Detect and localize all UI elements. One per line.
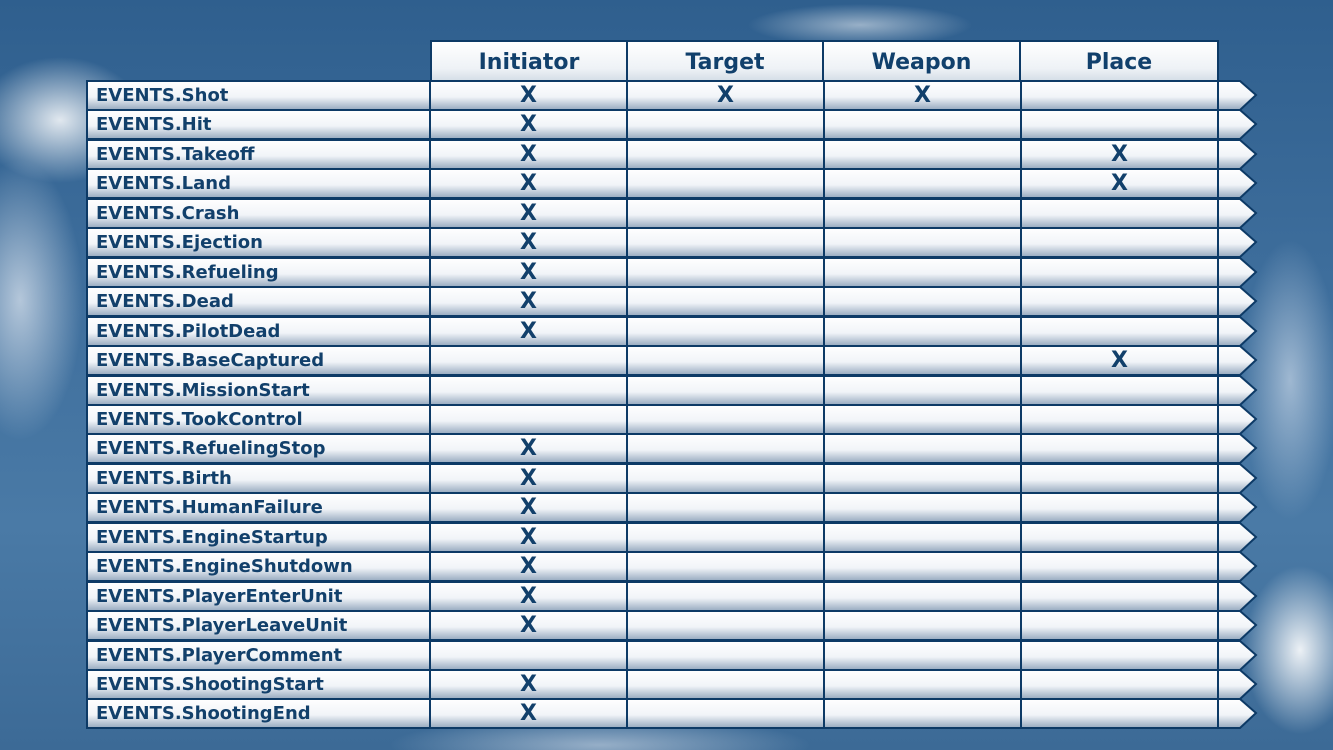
column-header-place: Place (1021, 40, 1219, 80)
event-label: EVENTS.ShootingStart (96, 674, 324, 695)
row-background (86, 433, 1258, 465)
event-label: EVENTS.PlayerLeaveUnit (96, 615, 348, 637)
table-row: EVENTS.PlayerEnterUnit X (86, 580, 1258, 612)
row-background (86, 80, 1258, 111)
table-row: EVENTS.EngineShutdown X (86, 551, 1258, 583)
row-background (86, 286, 1258, 318)
table-row: EVENTS.MissionStart (86, 374, 1258, 406)
event-label: EVENTS.ShootingEnd (96, 703, 311, 725)
table-row: EVENTS.PlayerComment (86, 639, 1258, 671)
table-row: EVENTS.HumanFailure X (86, 492, 1258, 524)
table-row: EVENTS.BaseCaptured X (86, 345, 1258, 377)
table-row: EVENTS.ShootingStart X (86, 669, 1258, 700)
event-label: EVENTS.Ejection (96, 232, 263, 254)
mark-initiator: X (520, 672, 537, 697)
mark-initiator: X (520, 200, 537, 226)
event-label: EVENTS.PlayerEnterUnit (96, 585, 343, 607)
column-header-initiator: Initiator (430, 40, 628, 80)
row-background (86, 580, 1258, 612)
row-background (86, 374, 1258, 406)
row-background (86, 256, 1258, 288)
table-row: EVENTS.Birth X (86, 462, 1258, 494)
table-row: EVENTS.Hit X (86, 109, 1258, 141)
event-label: EVENTS.RefuelingStop (96, 438, 326, 460)
row-background (86, 551, 1258, 583)
event-label: EVENTS.TookControl (96, 408, 303, 430)
mark-initiator: X (520, 701, 537, 727)
column-header-weapon: Weapon (824, 40, 1021, 80)
mark-initiator: X (520, 436, 537, 462)
event-label: EVENTS.PlayerComment (96, 644, 343, 666)
row-background (86, 168, 1258, 200)
event-label: EVENTS.PilotDead (96, 320, 281, 342)
mark-initiator: X (520, 83, 537, 108)
mark-initiator: X (520, 141, 537, 167)
table-row: EVENTS.Land X X (86, 168, 1258, 200)
table-row: EVENTS.PlayerLeaveUnit X (86, 610, 1258, 642)
event-label: EVENTS.MissionStart (96, 379, 310, 401)
table-row: EVENTS.ShootingEnd X (86, 698, 1258, 730)
table-row: EVENTS.PilotDead X (86, 315, 1258, 347)
row-background (86, 109, 1258, 141)
event-label: EVENTS.BaseCaptured (96, 350, 325, 372)
row-background (86, 610, 1258, 642)
row-background (86, 197, 1258, 229)
event-label: EVENTS.Crash (96, 202, 240, 224)
table-row: EVENTS.EngineStartup X (86, 521, 1258, 553)
event-label: EVENTS.Refueling (96, 261, 279, 283)
mark-place: X (1111, 348, 1128, 374)
mark-initiator: X (520, 230, 537, 256)
mark-initiator: X (520, 112, 537, 138)
row-background (86, 403, 1258, 435)
event-label: EVENTS.Hit (96, 114, 212, 136)
event-label: EVENTS.Shot (96, 85, 229, 106)
event-label: EVENTS.Land (96, 173, 231, 195)
mark-initiator: X (520, 554, 537, 580)
table-row: EVENTS.Refueling X (86, 256, 1258, 288)
row-background (86, 669, 1258, 700)
event-label: EVENTS.EngineShutdown (96, 556, 353, 578)
mark-initiator: X (520, 259, 537, 285)
table-row: EVENTS.Shot X X X (86, 80, 1258, 111)
row-background (86, 315, 1258, 347)
table-row: EVENTS.Crash X (86, 197, 1258, 229)
row-background (86, 521, 1258, 553)
table-row: EVENTS.RefuelingStop X (86, 433, 1258, 465)
event-label: EVENTS.EngineStartup (96, 526, 328, 548)
mark-weapon: X (914, 83, 931, 108)
mark-initiator: X (520, 524, 537, 550)
mark-place: X (1111, 171, 1128, 197)
row-background (86, 227, 1258, 259)
mark-place: X (1111, 141, 1128, 167)
event-label: EVENTS.Birth (96, 467, 232, 489)
table-row: EVENTS.Dead X (86, 286, 1258, 318)
mark-initiator: X (520, 171, 537, 197)
mark-initiator: X (520, 289, 537, 315)
mark-initiator: X (520, 583, 537, 609)
column-header-target: Target (628, 40, 824, 80)
mark-initiator: X (520, 613, 537, 639)
row-background (86, 345, 1258, 377)
table-row: EVENTS.Ejection X (86, 227, 1258, 259)
row-background (86, 462, 1258, 494)
row-background (86, 492, 1258, 524)
event-label: EVENTS.Takeoff (96, 143, 255, 165)
mark-target: X (717, 83, 734, 108)
table-row: EVENTS.TookControl (86, 403, 1258, 435)
mark-initiator: X (520, 495, 537, 521)
row-background (86, 698, 1258, 730)
table-row: EVENTS.Takeoff X X (86, 138, 1258, 170)
row-background (86, 138, 1258, 170)
event-label: EVENTS.Dead (96, 291, 234, 313)
mark-initiator: X (520, 465, 537, 491)
event-label: EVENTS.HumanFailure (96, 497, 323, 519)
row-background (86, 639, 1258, 671)
mark-initiator: X (520, 318, 537, 344)
